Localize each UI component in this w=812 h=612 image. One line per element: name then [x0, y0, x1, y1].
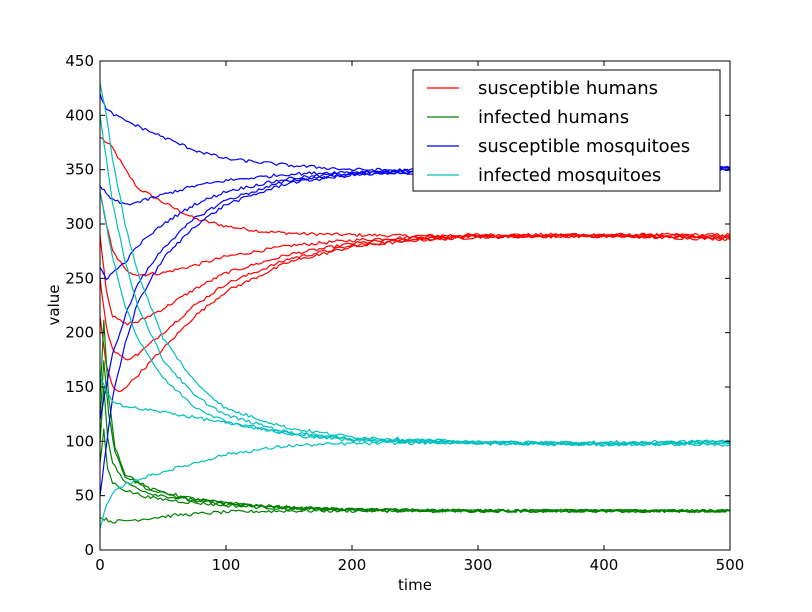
y-tick-label: 50 — [75, 487, 94, 505]
x-tick-label: 500 — [716, 556, 745, 574]
y-tick-label: 100 — [65, 432, 94, 450]
y-tick-label: 350 — [65, 161, 94, 179]
series-line-19 — [99, 375, 731, 447]
x-axis-label: time — [398, 576, 432, 594]
legend-label: infected humans — [478, 107, 629, 128]
legend: susceptible humans infected humans suscept… — [412, 69, 721, 192]
y-tick-label: 0 — [84, 541, 94, 559]
legend-label: susceptible humans — [478, 78, 658, 99]
y-tick-label: 400 — [65, 106, 94, 124]
y-tick-label: 250 — [65, 269, 94, 287]
x-tick-label: 300 — [464, 556, 493, 574]
series-line-20 — [99, 439, 731, 529]
x-tick-label: 100 — [212, 556, 241, 574]
legend-box — [412, 69, 721, 192]
y-tick-label: 300 — [65, 215, 94, 233]
y-axis-label: value — [45, 285, 63, 326]
ticks-layer: 0 100 200 300 400 500 0 50 100 150 200 250 300 350 400… — [65, 52, 744, 574]
x-tick-label: 400 — [590, 556, 619, 574]
series-line-10 — [99, 319, 731, 514]
x-tick-label: 0 — [95, 556, 105, 574]
plot-frame — [99, 60, 731, 551]
x-tick-label: 200 — [338, 556, 367, 574]
y-tick-label: 450 — [65, 52, 94, 70]
y-tick-label: 150 — [65, 378, 94, 396]
series-line-3 — [99, 233, 731, 326]
y-tick-label: 200 — [65, 324, 94, 342]
series-line-5 — [99, 234, 731, 393]
legend-label: infected mosquitoes — [478, 165, 661, 186]
legend-label: susceptible mosquitoes — [478, 136, 690, 157]
